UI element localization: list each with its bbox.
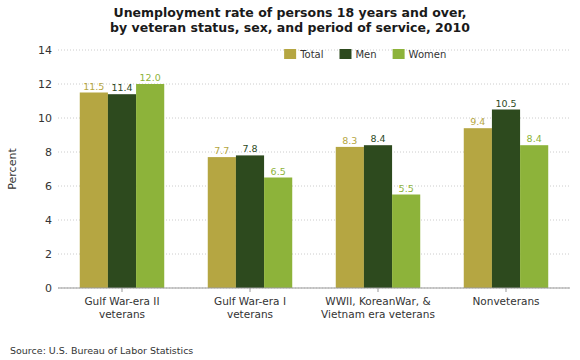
- y-tick-label: 10: [38, 112, 52, 125]
- data-label: 10.5: [495, 98, 516, 109]
- x-tick: [506, 288, 507, 292]
- data-label: 8.4: [370, 133, 385, 144]
- data-label: 6.5: [271, 166, 286, 177]
- legend-swatch: [284, 49, 296, 59]
- bar: [108, 94, 136, 288]
- text-line: Gulf War-era II: [84, 295, 159, 307]
- x-tick: [378, 288, 379, 292]
- data-label: 8.3: [342, 135, 357, 146]
- data-label: 11.4: [111, 82, 132, 93]
- data-label: 7.7: [214, 145, 229, 156]
- data-labels: 11.5 7.7 8.3 9.4 11.4 7.8 8.4 10.5 12.0 6.5 5.5 8.4: [83, 72, 541, 194]
- source-note: Source: U.S. Bureau of Labor Statistics: [10, 345, 193, 356]
- text-line: veterans: [99, 308, 145, 320]
- y-tick-label: 0: [45, 282, 52, 295]
- x-tick: [250, 288, 251, 292]
- data-label: 12.0: [140, 72, 161, 83]
- x-tick-label: WWII, KoreanWar, &Vietnam era veterans: [321, 295, 435, 320]
- chart-container: Unemployment rate of persons 18 years an…: [0, 0, 580, 360]
- bar: [264, 178, 292, 289]
- x-tick: [122, 288, 123, 292]
- text-line: Nonveterans: [472, 295, 539, 307]
- data-label: 8.4: [527, 133, 542, 144]
- legend-label: Total: [299, 49, 323, 60]
- y-axis-label: Percent: [6, 148, 19, 190]
- text-line: WWII, KoreanWar, &: [325, 295, 430, 307]
- text-line: by veteran status, sex, and period of se…: [110, 20, 470, 35]
- bar: [136, 84, 164, 288]
- legend-label: Men: [355, 49, 376, 60]
- grid-line: [58, 84, 570, 85]
- legend-item: Total: [284, 49, 323, 60]
- x-tick-label: Gulf War-era Iveterans: [214, 295, 286, 320]
- x-axis-line: [58, 288, 570, 289]
- title: Unemployment rate of persons 18 years an…: [110, 5, 470, 35]
- bars: [80, 84, 548, 288]
- legend-swatch: [393, 49, 405, 59]
- data-label: 5.5: [399, 183, 414, 194]
- y-tick-label: 8: [45, 146, 52, 159]
- bar: [464, 128, 492, 288]
- bar: [336, 147, 364, 288]
- text-line: Vietnam era veterans: [321, 308, 435, 320]
- bar: [364, 145, 392, 288]
- legend-item: Women: [393, 49, 447, 60]
- data-label: 11.5: [83, 81, 104, 92]
- data-label: 7.8: [242, 143, 257, 154]
- text-line: Unemployment rate of persons 18 years an…: [113, 5, 466, 20]
- grid-line: [58, 288, 570, 289]
- grid: [58, 50, 570, 288]
- y-tick-label: 12: [38, 78, 52, 91]
- bar: [492, 110, 520, 289]
- bar: [208, 157, 236, 288]
- legend-item: Men: [339, 49, 376, 60]
- y-tick-label: 6: [45, 180, 52, 193]
- bar: [236, 155, 264, 288]
- y-tick-label: 2: [45, 248, 52, 261]
- bar: [520, 145, 548, 288]
- bar: [392, 195, 420, 289]
- x-tick-label: Gulf War-era IIveterans: [84, 295, 159, 320]
- text-line: veterans: [227, 308, 273, 320]
- x-tick-label: Nonveterans: [472, 295, 539, 307]
- bar: [80, 93, 108, 289]
- y-tick-label: 4: [45, 214, 52, 227]
- legend-label: Women: [409, 49, 447, 60]
- legend-swatch: [339, 49, 351, 59]
- data-label: 9.4: [470, 116, 485, 127]
- text-line: Gulf War-era I: [214, 295, 286, 307]
- chart-svg: Unemployment rate of persons 18 years an…: [0, 0, 580, 360]
- y-tick-label: 14: [38, 44, 52, 57]
- legend: Total Men Women: [284, 49, 446, 60]
